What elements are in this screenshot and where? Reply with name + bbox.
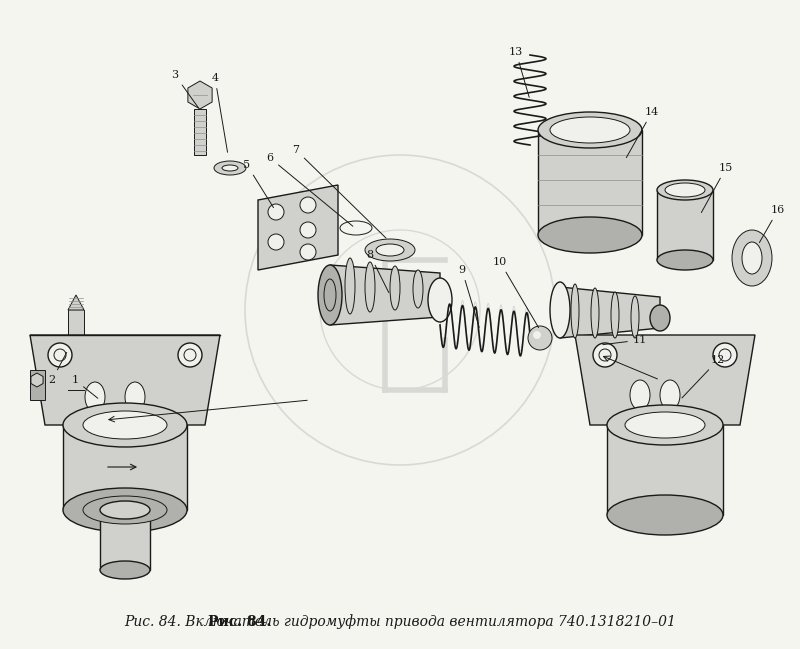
Ellipse shape	[345, 258, 355, 314]
Text: 5: 5	[243, 160, 274, 208]
Ellipse shape	[390, 266, 400, 310]
Text: 4: 4	[211, 73, 227, 153]
Ellipse shape	[732, 230, 772, 286]
Polygon shape	[575, 335, 755, 425]
Ellipse shape	[85, 382, 105, 412]
Ellipse shape	[365, 262, 375, 312]
Circle shape	[54, 349, 66, 361]
Polygon shape	[30, 370, 45, 400]
Text: 13: 13	[509, 47, 530, 97]
Ellipse shape	[538, 217, 642, 253]
Circle shape	[528, 326, 552, 350]
Polygon shape	[258, 185, 338, 270]
Ellipse shape	[413, 270, 423, 308]
Polygon shape	[31, 373, 43, 387]
Circle shape	[593, 343, 617, 367]
Circle shape	[300, 197, 316, 213]
Polygon shape	[63, 425, 187, 510]
Text: 1: 1	[71, 375, 98, 398]
Circle shape	[184, 349, 196, 361]
Polygon shape	[100, 510, 150, 570]
Polygon shape	[68, 310, 84, 390]
Ellipse shape	[538, 112, 642, 148]
Polygon shape	[194, 109, 206, 155]
Ellipse shape	[318, 265, 342, 325]
Ellipse shape	[657, 250, 713, 270]
Polygon shape	[538, 130, 642, 235]
Ellipse shape	[376, 244, 404, 256]
Circle shape	[599, 349, 611, 361]
Text: 11: 11	[602, 335, 647, 345]
Ellipse shape	[100, 561, 150, 579]
Polygon shape	[560, 287, 660, 338]
Ellipse shape	[631, 296, 639, 338]
Circle shape	[268, 204, 284, 220]
Ellipse shape	[83, 411, 167, 439]
Circle shape	[178, 343, 202, 367]
Ellipse shape	[125, 382, 145, 412]
Ellipse shape	[428, 278, 452, 322]
Ellipse shape	[63, 488, 187, 532]
Ellipse shape	[222, 165, 238, 171]
Circle shape	[713, 343, 737, 367]
Circle shape	[300, 222, 316, 238]
Ellipse shape	[650, 305, 670, 331]
Polygon shape	[330, 265, 440, 325]
Polygon shape	[30, 335, 220, 425]
Ellipse shape	[665, 183, 705, 197]
Ellipse shape	[550, 117, 630, 143]
Text: 10: 10	[493, 257, 538, 328]
Circle shape	[300, 244, 316, 260]
Ellipse shape	[625, 412, 705, 438]
Ellipse shape	[63, 403, 187, 447]
Polygon shape	[68, 390, 84, 400]
Text: 15: 15	[702, 163, 733, 213]
Ellipse shape	[660, 380, 680, 410]
Ellipse shape	[550, 282, 570, 338]
Circle shape	[533, 331, 541, 339]
Circle shape	[268, 234, 284, 250]
Ellipse shape	[100, 501, 150, 519]
Ellipse shape	[607, 405, 723, 445]
Text: Рис. 84.: Рис. 84.	[208, 615, 272, 629]
Ellipse shape	[571, 284, 579, 338]
Text: 9: 9	[458, 265, 479, 327]
Ellipse shape	[365, 239, 415, 261]
Ellipse shape	[742, 242, 762, 274]
Text: 6: 6	[266, 153, 353, 227]
Polygon shape	[68, 295, 84, 310]
Polygon shape	[657, 190, 713, 260]
Ellipse shape	[214, 161, 246, 175]
Ellipse shape	[657, 180, 713, 200]
Ellipse shape	[591, 288, 599, 338]
Ellipse shape	[630, 380, 650, 410]
Text: 2: 2	[49, 352, 66, 385]
Text: 16: 16	[759, 205, 785, 243]
Polygon shape	[188, 81, 212, 109]
Polygon shape	[607, 425, 723, 515]
Text: 14: 14	[626, 107, 659, 158]
Text: 8: 8	[366, 250, 389, 293]
Ellipse shape	[83, 496, 167, 524]
Circle shape	[48, 343, 72, 367]
Circle shape	[719, 349, 731, 361]
Text: 12: 12	[682, 355, 725, 398]
Ellipse shape	[607, 495, 723, 535]
Text: 3: 3	[171, 70, 198, 108]
Text: Рис. 84. Включатель гидромуфты привода вентилятора 740.1318210–01: Рис. 84. Включатель гидромуфты привода в…	[124, 615, 676, 630]
Ellipse shape	[324, 279, 336, 311]
Ellipse shape	[611, 292, 619, 338]
Text: 7: 7	[293, 145, 386, 238]
